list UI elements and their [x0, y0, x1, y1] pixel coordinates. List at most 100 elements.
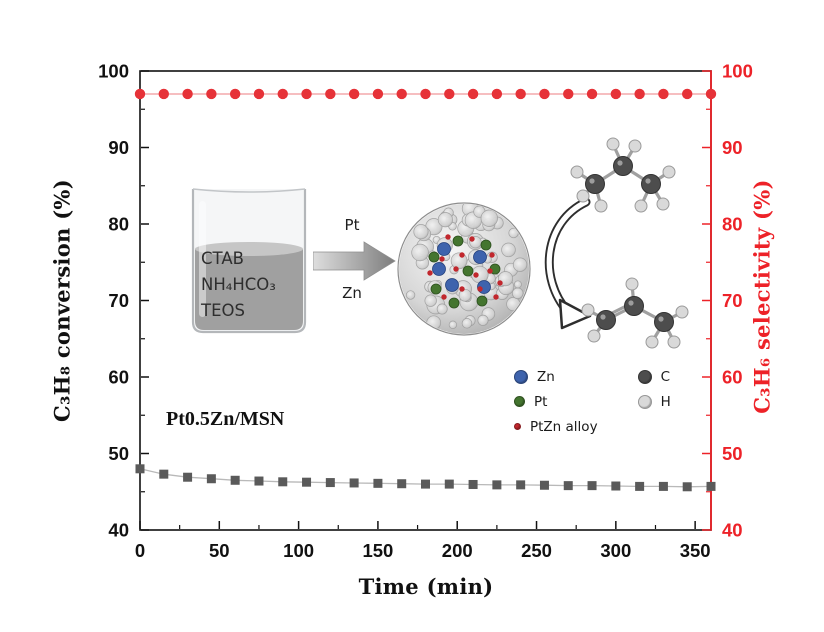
h-atom — [587, 329, 601, 343]
process-arrow — [313, 241, 396, 281]
y-right-tick-label: 90 — [722, 137, 743, 158]
h-atom — [570, 165, 584, 179]
selectivity-point — [396, 88, 407, 100]
selectivity-point — [372, 88, 384, 100]
x-tick-label: 250 — [521, 540, 552, 561]
conversion-point — [539, 480, 549, 490]
beaker-illustration — [191, 188, 307, 334]
conversion-point — [278, 477, 288, 487]
conversion-point — [492, 480, 502, 490]
pt-dot — [476, 295, 488, 307]
ptzn-dot — [439, 256, 445, 262]
zn-dot — [437, 242, 451, 256]
ptzn-dot — [441, 294, 447, 300]
beaker-reagents: CTAB NH₄HCO₃ TEOS — [201, 246, 276, 324]
ptzn-dot — [473, 272, 479, 278]
ptzn-dot — [477, 286, 483, 292]
h-swatch-icon — [637, 394, 652, 409]
y-right-tick-label: 100 — [722, 61, 753, 82]
selectivity-point — [539, 88, 550, 100]
legend-item-ptzn: PtZn alloy — [514, 414, 598, 439]
selectivity-point — [420, 88, 431, 100]
legend-label-pt: Pt — [534, 393, 548, 410]
c-atom — [596, 310, 616, 330]
x-tick-label: 200 — [442, 540, 473, 561]
y-right-tick-label: 80 — [722, 214, 743, 235]
conversion-point — [658, 481, 668, 491]
ptzn-dot — [489, 252, 495, 258]
inset-legend: Zn Pt PtZn alloy C H — [514, 364, 671, 439]
selectivity-point — [563, 88, 574, 100]
x-tick-label: 150 — [362, 540, 393, 561]
reagent-nh4hco3: NH₄HCO₃ — [201, 275, 276, 294]
selectivity-point — [134, 88, 146, 100]
legend-item-pt: Pt — [514, 389, 598, 414]
selectivity-point — [491, 88, 503, 100]
selectivity-point — [277, 88, 288, 100]
selectivity-point — [634, 88, 645, 100]
h-atom — [662, 165, 676, 179]
conversion-point — [254, 476, 264, 486]
selectivity-point — [229, 88, 241, 100]
y-right-tick-label: 50 — [722, 443, 743, 464]
pt-swatch-icon — [514, 396, 525, 407]
pt-dot — [452, 235, 464, 247]
ptzn-swatch-icon — [514, 423, 521, 430]
legend-label-c: C — [660, 368, 670, 385]
conversion-point — [230, 475, 240, 485]
selectivity-point — [705, 88, 717, 100]
selectivity-point — [682, 88, 693, 100]
legend-label-ptzn: PtZn alloy — [530, 418, 598, 435]
y-left-tick-label: 80 — [108, 214, 129, 235]
arrow-label-zn: Zn — [342, 284, 362, 302]
h-atom — [594, 199, 608, 213]
propene-molecule — [581, 277, 689, 349]
ptzn-dot — [453, 266, 459, 272]
c-atom — [654, 312, 674, 332]
c-atom — [613, 156, 633, 176]
ptzn-dot — [459, 286, 465, 292]
conversion-point — [635, 481, 645, 491]
selectivity-point — [444, 88, 455, 100]
selectivity-point — [515, 88, 526, 100]
x-tick-label: 100 — [283, 540, 314, 561]
right-axis-title: C₃H₆ selectivity (%) — [749, 179, 775, 414]
h-atom — [628, 139, 642, 153]
y-left-tick-label: 100 — [98, 61, 129, 82]
x-axis-title: Time (min) — [358, 574, 494, 599]
y-right-tick-label: 40 — [722, 520, 743, 541]
y-left-tick-label: 40 — [108, 520, 129, 541]
zn-dot — [432, 262, 446, 276]
conversion-point — [516, 480, 526, 490]
conversion-point — [206, 474, 216, 484]
selectivity-point — [253, 88, 265, 100]
legend-label-h: H — [660, 393, 671, 410]
propane-molecule — [570, 137, 676, 213]
ptzn-dot — [445, 234, 451, 240]
conversion-point — [587, 481, 597, 491]
ptzn-dot — [459, 252, 465, 258]
conversion-point — [302, 477, 312, 487]
y-right-tick-label: 70 — [722, 290, 743, 311]
x-tick-label: 300 — [600, 540, 631, 561]
conversion-point — [159, 469, 169, 479]
reagent-ctab: CTAB — [201, 249, 244, 268]
ptzn-dot — [487, 268, 493, 274]
conversion-point — [397, 479, 407, 489]
legend-item-c: C — [637, 364, 671, 389]
y-left-tick-label: 90 — [108, 137, 129, 158]
conversion-point — [325, 478, 335, 488]
x-tick-label: 350 — [680, 540, 711, 561]
pt-dot — [448, 297, 460, 309]
conversion-point — [373, 478, 383, 488]
h-atom — [606, 137, 620, 151]
legend-item-h: H — [637, 389, 671, 414]
h-atom — [634, 199, 648, 213]
c-swatch-icon — [637, 369, 652, 384]
ptzn-dot — [497, 280, 503, 286]
selectivity-point — [467, 88, 479, 100]
selectivity-point — [586, 88, 598, 100]
ptzn-dot — [427, 270, 433, 276]
zn-swatch-icon — [514, 369, 528, 384]
h-atom — [581, 303, 595, 317]
